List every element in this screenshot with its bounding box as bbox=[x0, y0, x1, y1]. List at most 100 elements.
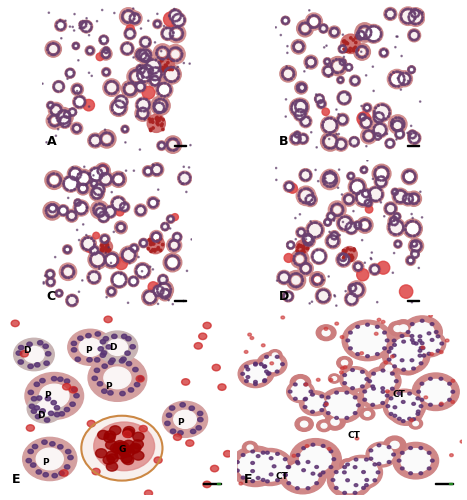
Circle shape bbox=[305, 141, 307, 142]
Circle shape bbox=[77, 176, 78, 178]
Circle shape bbox=[383, 331, 386, 334]
Circle shape bbox=[338, 96, 340, 97]
Circle shape bbox=[375, 273, 377, 274]
Circle shape bbox=[360, 26, 362, 28]
Circle shape bbox=[322, 108, 329, 116]
Circle shape bbox=[120, 100, 121, 102]
Circle shape bbox=[349, 293, 351, 294]
Circle shape bbox=[308, 24, 309, 25]
Circle shape bbox=[116, 100, 118, 102]
Circle shape bbox=[109, 93, 110, 94]
Circle shape bbox=[254, 382, 257, 386]
Circle shape bbox=[298, 261, 313, 276]
Circle shape bbox=[124, 204, 125, 206]
Circle shape bbox=[106, 49, 108, 50]
Circle shape bbox=[327, 242, 328, 244]
Circle shape bbox=[64, 465, 70, 469]
Circle shape bbox=[142, 72, 144, 74]
Circle shape bbox=[361, 38, 363, 39]
Circle shape bbox=[346, 301, 348, 302]
Circle shape bbox=[382, 114, 384, 116]
Circle shape bbox=[69, 176, 71, 178]
Circle shape bbox=[97, 184, 98, 185]
Circle shape bbox=[340, 63, 341, 64]
Circle shape bbox=[325, 119, 326, 120]
Circle shape bbox=[154, 288, 155, 289]
Circle shape bbox=[50, 102, 51, 104]
Circle shape bbox=[158, 174, 160, 175]
Circle shape bbox=[306, 106, 308, 107]
Circle shape bbox=[355, 437, 359, 440]
Circle shape bbox=[63, 28, 64, 29]
Circle shape bbox=[60, 208, 66, 214]
Circle shape bbox=[303, 202, 304, 203]
Circle shape bbox=[301, 91, 302, 92]
Circle shape bbox=[337, 259, 339, 260]
Circle shape bbox=[55, 289, 63, 297]
Circle shape bbox=[127, 128, 128, 130]
Circle shape bbox=[357, 48, 358, 50]
Circle shape bbox=[356, 35, 357, 36]
Circle shape bbox=[410, 137, 411, 138]
Circle shape bbox=[242, 360, 274, 386]
Circle shape bbox=[92, 178, 93, 180]
Circle shape bbox=[121, 174, 123, 176]
Circle shape bbox=[394, 240, 402, 248]
Circle shape bbox=[338, 262, 339, 263]
Circle shape bbox=[333, 234, 336, 238]
Circle shape bbox=[312, 277, 313, 278]
Circle shape bbox=[106, 90, 107, 92]
Circle shape bbox=[340, 336, 344, 338]
Circle shape bbox=[311, 236, 313, 238]
Circle shape bbox=[156, 79, 158, 80]
Circle shape bbox=[401, 75, 408, 82]
Circle shape bbox=[368, 140, 369, 142]
Circle shape bbox=[395, 130, 396, 132]
Circle shape bbox=[150, 52, 151, 54]
Circle shape bbox=[160, 291, 162, 292]
Circle shape bbox=[328, 213, 329, 214]
Circle shape bbox=[124, 225, 126, 226]
Circle shape bbox=[334, 232, 336, 233]
Circle shape bbox=[291, 106, 292, 107]
Circle shape bbox=[401, 72, 403, 74]
Circle shape bbox=[99, 142, 101, 144]
Circle shape bbox=[120, 95, 121, 96]
Circle shape bbox=[410, 194, 411, 196]
Circle shape bbox=[101, 215, 102, 216]
Circle shape bbox=[108, 360, 114, 364]
Circle shape bbox=[349, 136, 360, 147]
Circle shape bbox=[287, 190, 289, 191]
Circle shape bbox=[317, 26, 319, 27]
Circle shape bbox=[417, 233, 419, 234]
Circle shape bbox=[123, 250, 125, 252]
Circle shape bbox=[309, 178, 310, 180]
Circle shape bbox=[291, 183, 293, 184]
Circle shape bbox=[299, 198, 300, 200]
Circle shape bbox=[369, 198, 371, 199]
Circle shape bbox=[422, 14, 423, 16]
Circle shape bbox=[300, 84, 302, 85]
Circle shape bbox=[293, 244, 295, 246]
Circle shape bbox=[406, 84, 408, 85]
Circle shape bbox=[92, 137, 99, 144]
Circle shape bbox=[321, 31, 323, 32]
Circle shape bbox=[160, 46, 161, 48]
Circle shape bbox=[413, 180, 414, 182]
Circle shape bbox=[381, 34, 382, 35]
Circle shape bbox=[64, 116, 66, 117]
Circle shape bbox=[47, 50, 49, 51]
Circle shape bbox=[303, 83, 304, 84]
Circle shape bbox=[311, 200, 312, 201]
Circle shape bbox=[339, 48, 340, 50]
Circle shape bbox=[127, 206, 129, 208]
Circle shape bbox=[340, 77, 342, 78]
Circle shape bbox=[451, 400, 454, 404]
Circle shape bbox=[68, 116, 69, 118]
Circle shape bbox=[341, 360, 348, 366]
Circle shape bbox=[356, 300, 358, 302]
Bar bbox=[175, 300, 186, 301]
Circle shape bbox=[287, 184, 292, 189]
Circle shape bbox=[56, 22, 57, 24]
Circle shape bbox=[101, 142, 103, 144]
